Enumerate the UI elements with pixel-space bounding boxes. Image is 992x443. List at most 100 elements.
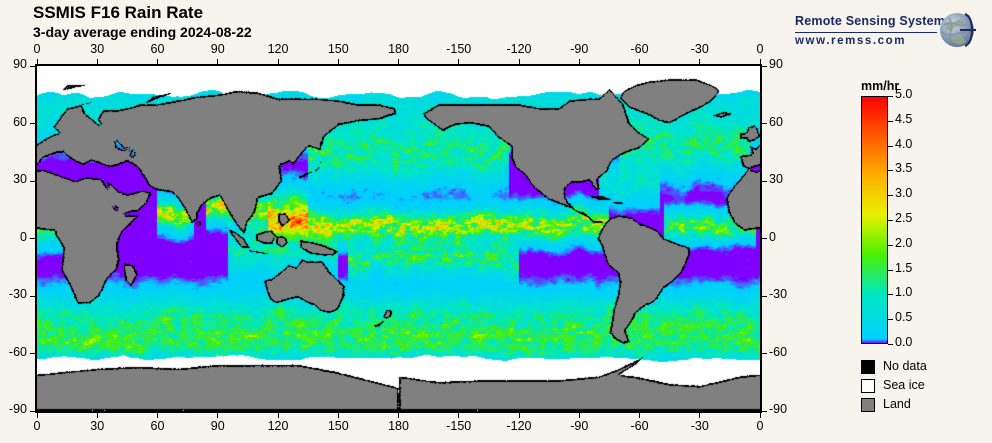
colorbar-tick xyxy=(888,195,893,196)
latitude-tick xyxy=(30,65,35,67)
longitude-tick xyxy=(699,59,701,64)
colorbar-tick xyxy=(888,294,893,295)
longitude-tick xyxy=(639,59,640,64)
latitude-tick-label: -60 xyxy=(8,344,27,359)
longitude-tick-label: 90 xyxy=(210,419,225,433)
longitude-tick-label: 0 xyxy=(33,42,41,56)
colorbar-unit-label: mm/hr xyxy=(861,79,900,93)
latitude-tick xyxy=(762,295,767,297)
longitude-tick xyxy=(36,413,38,418)
legend-swatch xyxy=(861,379,875,393)
colorbar-tick xyxy=(888,245,893,246)
colorbar-gradient xyxy=(862,97,887,343)
logo-organization-name: Remote Sensing Systems xyxy=(795,14,953,28)
longitude-tick xyxy=(398,59,399,64)
latitude-tick xyxy=(762,410,767,412)
legend-label: Land xyxy=(883,397,911,411)
longitude-tick-label: 180 xyxy=(388,42,409,56)
longitude-tick-label: 0 xyxy=(756,42,764,56)
longitude-tick xyxy=(217,413,219,418)
colorbar-tick-label: 5.0 xyxy=(895,87,913,101)
legend-swatch xyxy=(861,398,875,412)
longitude-tick-label: -90 xyxy=(570,419,589,433)
colorbar-tick-label: 1.5 xyxy=(895,260,913,275)
globe-icon xyxy=(940,13,976,47)
latitude-tick-label: -90 xyxy=(769,402,788,416)
longitude-tick xyxy=(578,413,580,418)
map-plot-area[interactable] xyxy=(35,64,762,413)
remss-logo[interactable]: Remote Sensing Systems www.remss.com xyxy=(795,8,985,52)
latitude-tick-label: 30 xyxy=(13,172,27,186)
colorbar-tick xyxy=(888,170,893,171)
colorbar-tick xyxy=(888,270,893,271)
latitude-tick-label: -30 xyxy=(769,287,788,301)
page-title: SSMIS F16 Rain Rate xyxy=(33,3,204,22)
longitude-tick-label: 0 xyxy=(33,419,41,433)
colorbar-tick xyxy=(888,121,893,122)
longitude-tick xyxy=(157,59,158,64)
latitude-tick-label: 0 xyxy=(20,229,27,244)
longitude-tick-label: -120 xyxy=(506,42,532,56)
latitude-tick xyxy=(30,410,35,412)
longitude-tick-label: -30 xyxy=(690,42,709,56)
longitude-tick xyxy=(639,413,640,418)
longitude-tick-label: -150 xyxy=(446,419,472,433)
longitude-tick-label: -30 xyxy=(690,419,709,433)
latitude-tick-label: 90 xyxy=(13,57,27,71)
latitude-tick xyxy=(762,353,767,354)
longitude-tick xyxy=(518,59,520,64)
colorbar-tick-label: 3.0 xyxy=(895,186,913,201)
colorbar-tick-label: 0.0 xyxy=(895,335,913,349)
longitude-tick xyxy=(277,59,279,64)
latitude-tick-label: 30 xyxy=(769,172,783,186)
latitude-tick xyxy=(30,295,35,297)
longitude-tick xyxy=(217,59,219,64)
latitude-tick-label: -30 xyxy=(8,287,27,301)
longitude-tick xyxy=(337,413,339,418)
latitude-tick xyxy=(30,180,35,182)
longitude-tick xyxy=(759,413,761,418)
longitude-tick-label: -60 xyxy=(630,419,649,433)
legend-label: Sea ice xyxy=(883,378,925,392)
latitude-tick xyxy=(762,180,767,182)
longitude-tick-label: 90 xyxy=(210,42,225,56)
longitude-tick xyxy=(337,59,339,64)
longitude-tick xyxy=(96,59,98,64)
latitude-tick xyxy=(30,123,35,124)
longitude-tick xyxy=(277,413,279,418)
latitude-tick-label: 0 xyxy=(769,229,776,244)
latitude-tick xyxy=(762,238,767,239)
longitude-tick-label: -120 xyxy=(506,419,532,433)
longitude-tick xyxy=(458,413,460,418)
colorbar-tick-label: 4.5 xyxy=(895,111,913,126)
longitude-tick xyxy=(518,413,520,418)
longitude-tick-label: 30 xyxy=(90,419,105,433)
latitude-tick xyxy=(30,238,35,239)
latitude-tick-label: 60 xyxy=(769,114,783,129)
longitude-tick-label: 120 xyxy=(267,42,289,56)
latitude-tick-label: -90 xyxy=(8,402,27,416)
rain-rate-raster xyxy=(37,66,760,411)
longitude-tick-label: -90 xyxy=(570,42,589,56)
longitude-tick-label: 60 xyxy=(150,42,165,56)
longitude-tick-label: 60 xyxy=(150,419,165,433)
longitude-tick-label: 30 xyxy=(90,42,105,56)
longitude-tick xyxy=(36,59,38,64)
latitude-tick xyxy=(30,353,35,354)
longitude-tick xyxy=(578,59,580,64)
longitude-tick-label: -60 xyxy=(630,42,649,56)
latitude-tick xyxy=(762,123,767,124)
logo-website-url: www.remss.com xyxy=(795,35,907,47)
colorbar-tick-label: 2.0 xyxy=(895,235,913,250)
longitude-tick-label: 150 xyxy=(327,419,349,433)
legend-swatch xyxy=(861,360,875,374)
colorbar-tick-label: 1.0 xyxy=(895,285,913,300)
longitude-tick xyxy=(398,413,399,418)
colorbar-tick-label: 3.5 xyxy=(895,161,913,176)
colorbar-tick xyxy=(888,344,893,345)
longitude-tick xyxy=(759,59,761,64)
longitude-tick-label: -150 xyxy=(446,42,472,56)
latitude-tick-label: 90 xyxy=(769,57,783,71)
latitude-tick-label: 60 xyxy=(13,114,27,129)
